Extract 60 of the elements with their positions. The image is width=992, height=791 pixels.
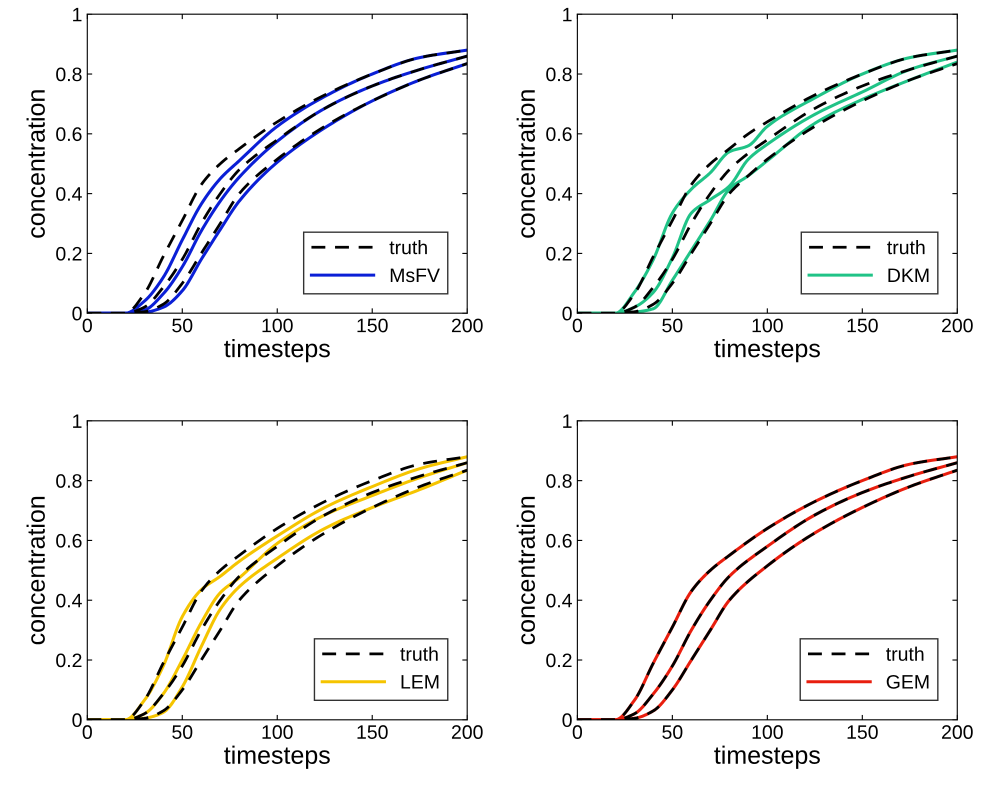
y-axis-title: concentration (516, 496, 535, 644)
y-tick-label: 0.2 (546, 653, 572, 668)
x-tick-label: 0 (572, 318, 582, 332)
x-axis-title: timesteps (714, 338, 820, 362)
y-tick-label: 0.8 (546, 474, 572, 488)
x-tick-label: 0 (82, 318, 92, 332)
y-tick-label: 0.4 (546, 187, 572, 201)
y-tick-label: 0.4 (56, 187, 82, 201)
y-tick-label: 0 (562, 306, 572, 320)
y-tick-label: 0.8 (56, 474, 82, 488)
y-tick-label: 1 (563, 8, 572, 22)
legend-label: truth (400, 646, 438, 661)
x-tick-label: 100 (262, 318, 293, 332)
y-tick-label: 0 (72, 713, 82, 728)
x-axis-title: timesteps (224, 746, 330, 769)
y-axis-title: concentration (26, 496, 45, 644)
x-tick-label: 150 (357, 725, 388, 739)
x-tick-label: 100 (752, 725, 783, 739)
y-tick-label: 0 (562, 713, 572, 728)
x-tick-label: 100 (262, 725, 293, 739)
x-tick-label: 200 (942, 318, 973, 332)
x-tick-label: 150 (848, 318, 878, 332)
x-tick-label: 150 (357, 318, 388, 332)
y-tick-label: 0.6 (56, 127, 82, 142)
legend-label: MsFV (390, 268, 440, 282)
x-axis-title: timesteps (714, 746, 820, 769)
x-tick-label: 50 (172, 725, 192, 739)
x-tick-label: 200 (452, 318, 483, 332)
x-tick-label: 50 (662, 725, 682, 739)
y-tick-label: 1 (73, 8, 82, 22)
x-tick-label: 50 (662, 318, 682, 332)
legend-label: truth (887, 240, 924, 254)
legend-label: truth (390, 240, 427, 254)
y-tick-label: 0.2 (56, 653, 82, 668)
x-tick-label: 200 (452, 725, 483, 739)
x-tick-label: 200 (942, 725, 973, 739)
legend-label: DKM (888, 268, 928, 282)
y-tick-label: 1 (563, 414, 572, 428)
x-tick-label: 100 (752, 318, 783, 332)
y-tick-label: 0.8 (546, 68, 572, 82)
y-tick-label: 0.6 (56, 534, 82, 548)
y-axis-title: concentration (26, 90, 45, 238)
x-tick-label: 0 (572, 725, 582, 739)
y-tick-label: 0.6 (546, 127, 572, 142)
y-tick-label: 0.4 (546, 594, 572, 608)
y-tick-label: 0.4 (56, 594, 82, 608)
x-axis-title: timesteps (224, 338, 330, 362)
x-tick-label: 0 (82, 725, 92, 739)
legend-label: GEM (886, 674, 928, 689)
x-tick-label: 50 (172, 318, 192, 332)
y-tick-label: 0.2 (546, 246, 572, 261)
x-tick-label: 150 (848, 725, 878, 739)
y-tick-label: 0.6 (546, 534, 572, 548)
legend-label: truth (886, 646, 924, 661)
y-axis-title: concentration (516, 90, 535, 238)
y-tick-label: 0 (72, 306, 82, 320)
legend-label: LEM (402, 675, 438, 689)
y-tick-label: 0.2 (56, 246, 82, 261)
y-tick-label: 0.8 (56, 68, 82, 82)
y-tick-label: 1 (73, 414, 82, 428)
